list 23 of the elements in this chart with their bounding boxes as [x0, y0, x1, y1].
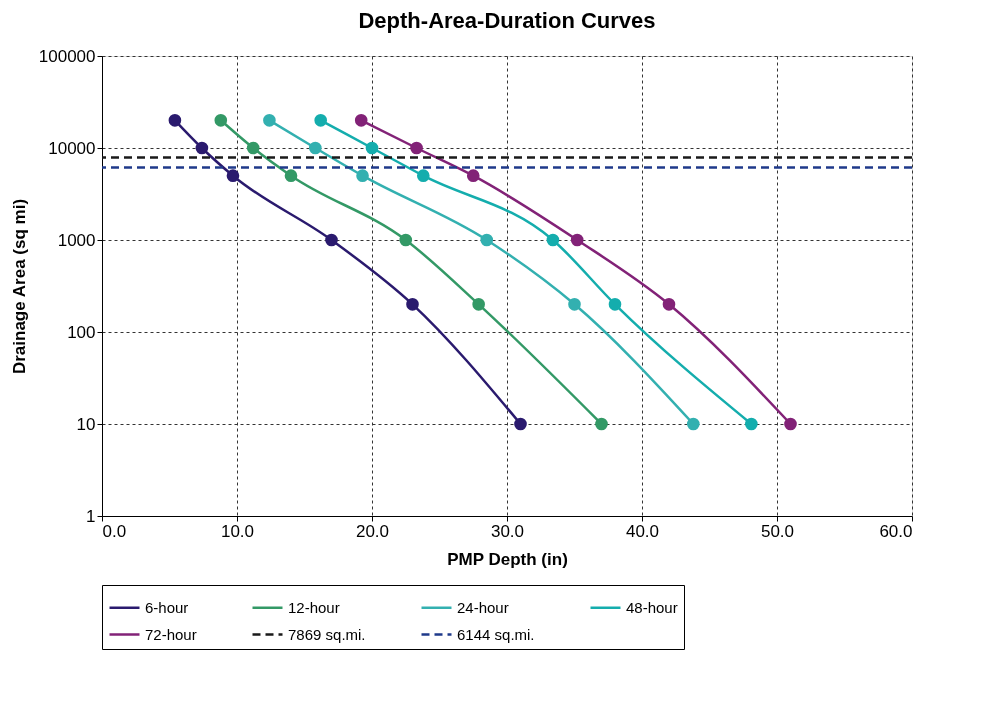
legend-label: 24-hour [457, 598, 509, 616]
y-tick-label: 100 [67, 322, 96, 342]
x-tick-label: 0.0 [102, 521, 127, 541]
chart-title: Depth-Area-Duration Curves [358, 8, 656, 33]
y-tick-label: 1 [86, 506, 96, 526]
x-axis-title: PMP Depth (in) [447, 549, 568, 569]
legend-label: 6-hour [145, 598, 189, 616]
legend-label: 72-hour [145, 625, 197, 643]
x-tick-label: 20.0 [355, 521, 390, 541]
x-tick-label: 50.0 [760, 521, 795, 541]
y-tick-label: 10 [76, 414, 96, 434]
y-tick-label: 10000 [48, 138, 96, 158]
legend-label: 12-hour [288, 598, 340, 616]
x-tick-label: 60.0 [879, 521, 913, 541]
x-tick-label: 40.0 [625, 521, 660, 541]
y-tick-label: 1000 [57, 230, 96, 250]
y-axis-title: Drainage Area (sq mi) [9, 198, 29, 375]
legend-label: 6144 sq.mi. [457, 625, 535, 643]
legend-label: 48-hour [626, 598, 678, 616]
x-tick-label: 10.0 [220, 521, 255, 541]
x-tick-label: 30.0 [490, 521, 525, 541]
y-tick-label: 100000 [38, 46, 96, 66]
legend-label: 7869 sq.mi. [288, 625, 366, 643]
